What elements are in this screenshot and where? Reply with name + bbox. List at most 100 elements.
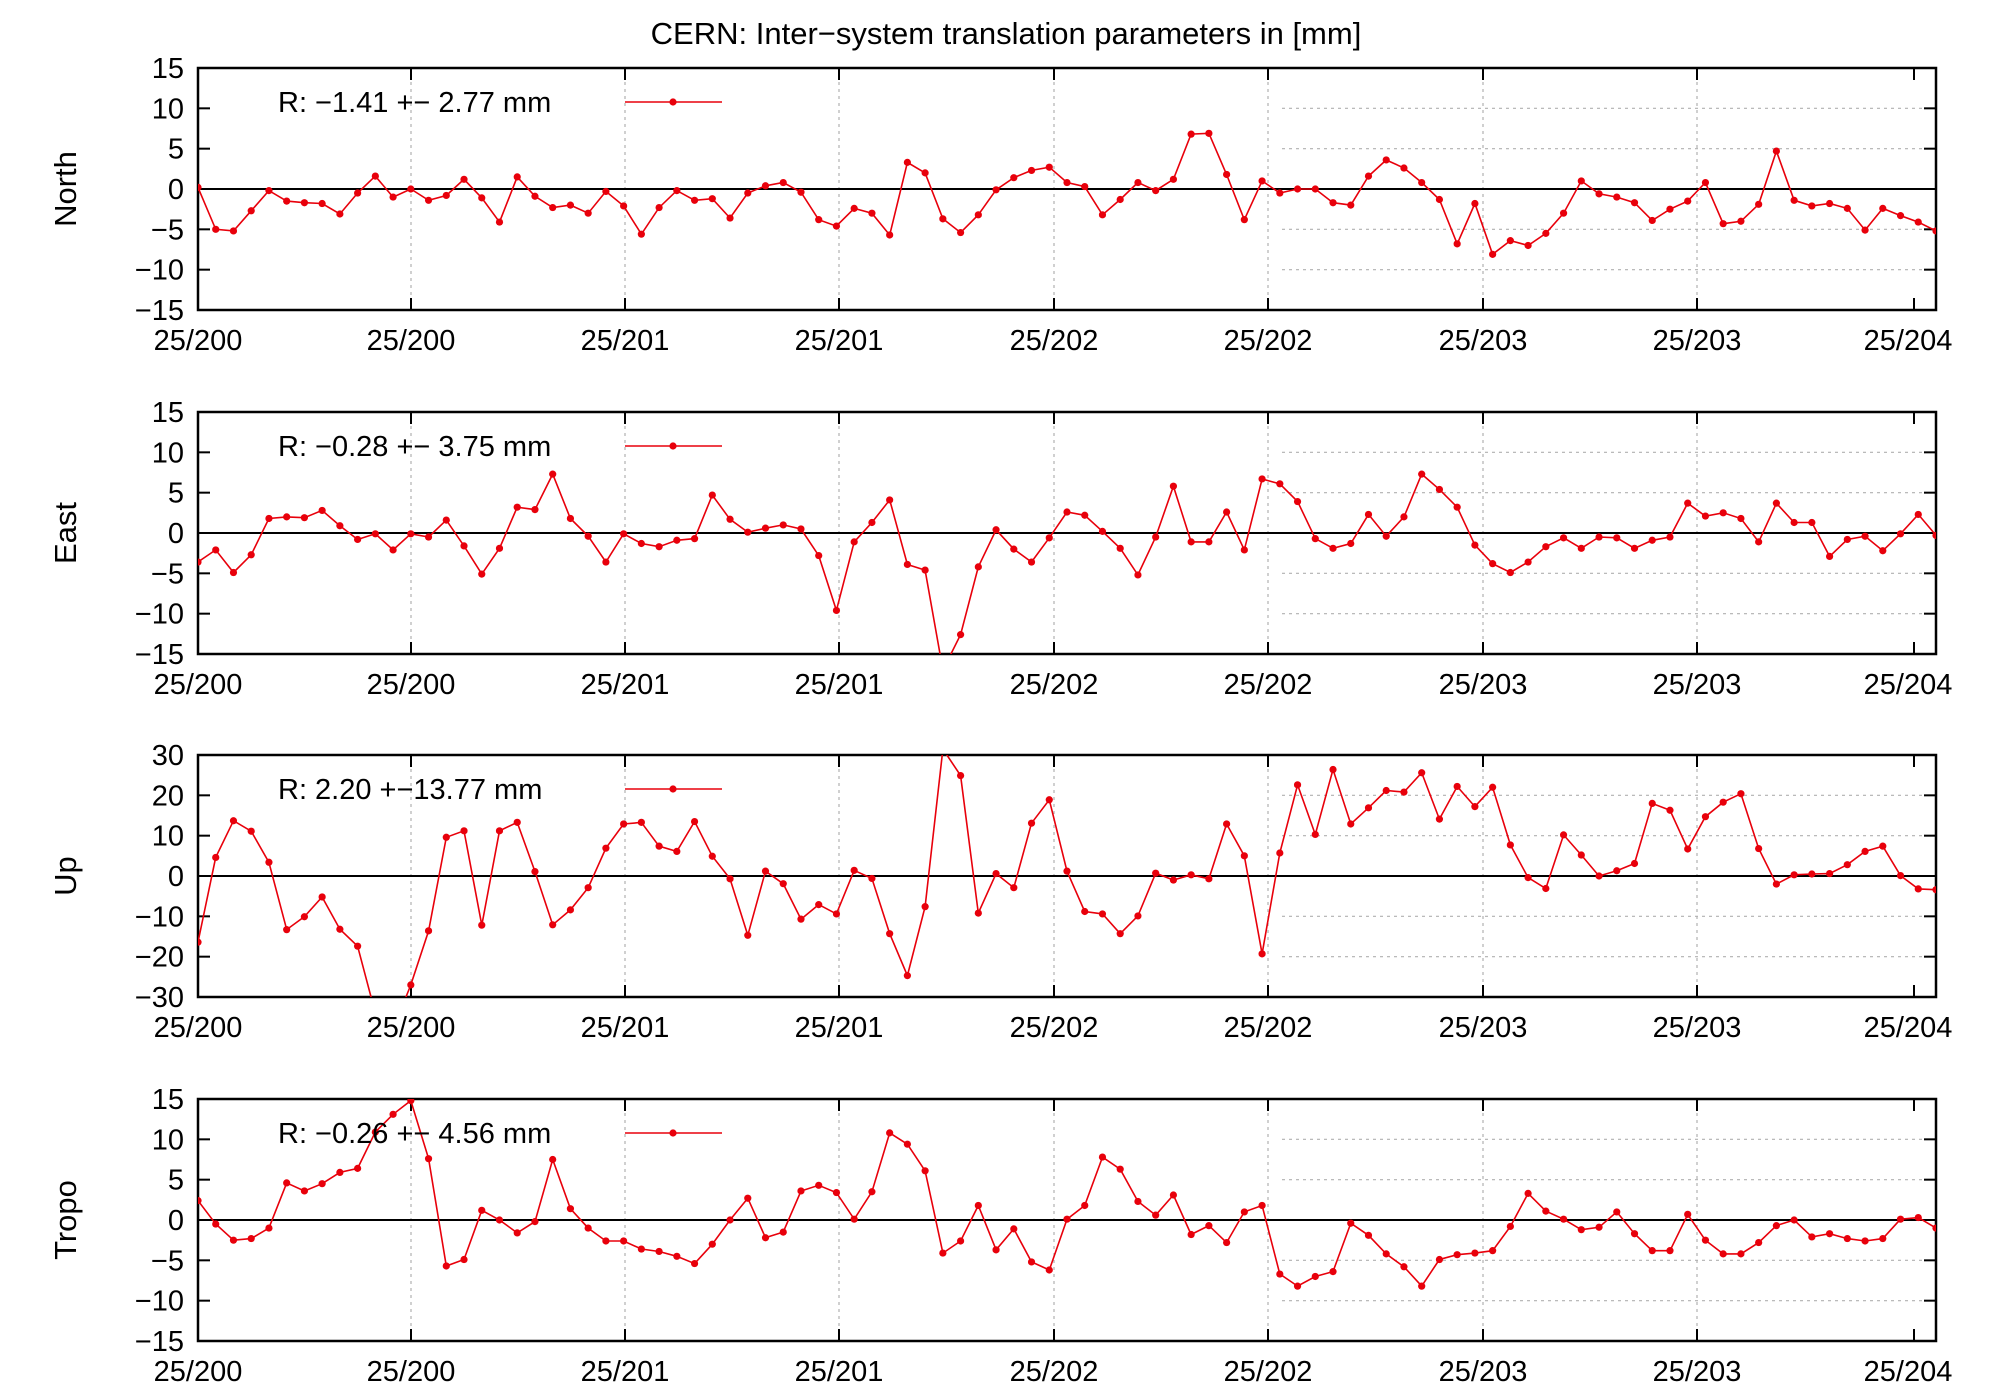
y-tick-label: −5 [151, 1245, 184, 1277]
x-tick-label: 25/201 [795, 325, 884, 357]
y-tick-label: 15 [152, 53, 184, 85]
y-tick-label: 0 [168, 861, 184, 893]
data-point [1808, 518, 1816, 527]
data-point [584, 1224, 592, 1232]
data-point [1418, 470, 1426, 478]
data-point [726, 1216, 734, 1224]
data-point [1914, 510, 1922, 519]
data-point [1364, 1231, 1373, 1239]
data-point [1329, 765, 1337, 774]
data-point [1790, 1216, 1798, 1224]
data-point [1648, 536, 1656, 544]
data-point [1861, 847, 1869, 855]
data-point [460, 175, 468, 183]
y-tick-label: −15 [135, 1326, 184, 1358]
data-point [1311, 830, 1319, 839]
data-point [1879, 204, 1887, 212]
data-point [212, 225, 220, 233]
y-tick-label: 0 [168, 174, 184, 206]
data-point [1506, 841, 1514, 849]
data-point [1311, 535, 1319, 543]
x-tick-label: 25/202 [1010, 325, 1099, 357]
data-point [939, 745, 946, 752]
data-point [1347, 201, 1355, 209]
x-tick-label: 25/203 [1439, 325, 1528, 357]
data-point [1223, 508, 1231, 516]
data-point [407, 981, 415, 989]
data-point [1843, 204, 1851, 212]
data-point [779, 1228, 787, 1236]
data-point [1772, 880, 1780, 888]
x-tick-label: 25/200 [154, 1012, 243, 1044]
data-point [1205, 875, 1213, 883]
data-point [1861, 532, 1869, 540]
data-point [1630, 859, 1639, 868]
data-point [1719, 1250, 1727, 1258]
data-point [318, 199, 326, 208]
data-point [939, 215, 947, 223]
data-point [1701, 813, 1710, 821]
data-point [655, 1247, 663, 1256]
data-point [1418, 769, 1426, 777]
data-point [1666, 533, 1674, 541]
data-point [956, 228, 965, 237]
data-point [602, 558, 610, 566]
data-point [247, 207, 255, 215]
data-point [1719, 798, 1727, 806]
data-point [1755, 844, 1763, 853]
data-point [1630, 1230, 1639, 1238]
data-point [779, 178, 787, 187]
data-point [1542, 884, 1550, 893]
y-axis-label: East [48, 502, 83, 564]
data-point [1825, 1230, 1834, 1238]
data-point [1755, 538, 1763, 546]
data-point [1010, 884, 1018, 892]
data-point [620, 202, 628, 210]
data-point [1524, 874, 1532, 882]
data-point [549, 470, 557, 478]
data-point [1400, 164, 1408, 172]
x-tick-label: 25/200 [154, 1356, 243, 1388]
data-point [354, 535, 362, 544]
x-tick-label: 25/204 [1864, 1012, 1953, 1044]
data-point [442, 1262, 450, 1270]
data-point [1790, 196, 1798, 204]
data-point [1293, 1282, 1302, 1290]
data-point [283, 513, 291, 521]
y-tick-label: −15 [135, 295, 184, 327]
data-point [407, 530, 415, 538]
data-point [513, 503, 521, 511]
data-point [815, 216, 823, 224]
data-point [1258, 475, 1266, 483]
data-point [1879, 842, 1887, 850]
data-point [974, 563, 982, 571]
data-point [336, 925, 344, 933]
data-point [1223, 820, 1231, 828]
legend-marker [669, 98, 677, 106]
data-point [1914, 218, 1922, 226]
data-point [531, 192, 539, 200]
y-tick-label: 20 [152, 780, 184, 812]
data-point [1027, 558, 1036, 566]
y-tick-label: 10 [152, 93, 184, 125]
data-point [797, 1187, 805, 1195]
data-point [886, 930, 894, 938]
data-point [1134, 912, 1142, 920]
data-point [1737, 217, 1745, 225]
data-point [1684, 845, 1692, 853]
data-point [1879, 547, 1887, 555]
data-point [283, 1179, 291, 1187]
data-point [354, 1164, 362, 1172]
data-point [1613, 1208, 1621, 1216]
data-point [247, 827, 255, 835]
data-point [956, 771, 965, 780]
x-tick-label: 25/201 [795, 669, 884, 701]
data-point [566, 906, 575, 914]
data-point [354, 942, 362, 950]
data-point [1027, 819, 1036, 827]
x-tick-label: 25/200 [367, 1012, 456, 1044]
data-point [1418, 178, 1426, 187]
data-point [283, 197, 291, 205]
data-point [531, 867, 539, 876]
data-point [1843, 1234, 1851, 1243]
